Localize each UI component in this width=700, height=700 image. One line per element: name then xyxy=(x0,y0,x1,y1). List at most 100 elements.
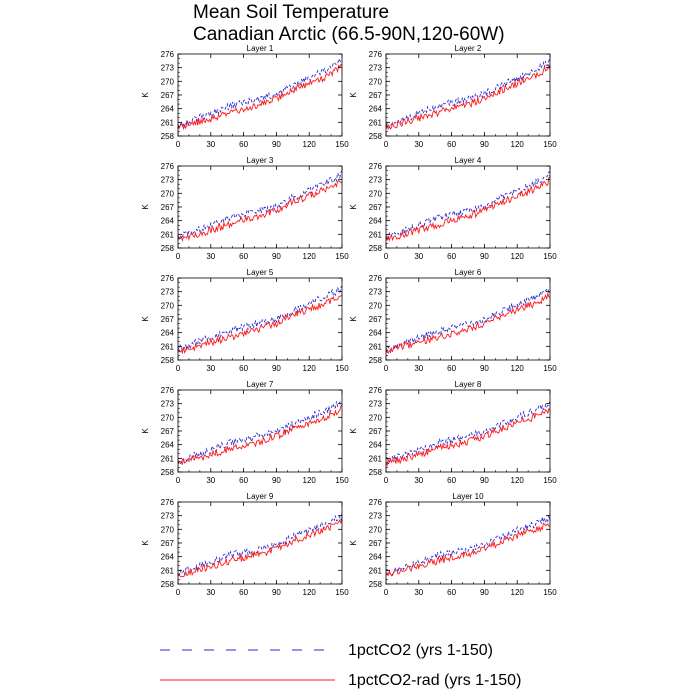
x-tick-label: 120 xyxy=(511,588,525,597)
series-line-1pctco2-rad xyxy=(177,519,343,578)
x-tick-label: 30 xyxy=(414,140,423,149)
y-tick-label: 273 xyxy=(161,288,175,297)
panel-title: Layer 6 xyxy=(455,268,482,277)
y-tick-label: 267 xyxy=(161,315,175,324)
x-tick-label: 30 xyxy=(206,252,215,261)
x-tick-label: 60 xyxy=(447,140,456,149)
legend-label-1pctco2-rad: 1pctCO2-rad (yrs 1-150) xyxy=(348,672,521,689)
x-tick-label: 60 xyxy=(447,476,456,485)
y-tick-label: 261 xyxy=(369,454,383,463)
y-tick-label: 267 xyxy=(369,539,383,548)
y-axis-label: K xyxy=(349,316,358,322)
y-tick-label: 267 xyxy=(161,427,175,436)
series-line-1pctco2-rad xyxy=(385,291,551,354)
x-tick-label: 120 xyxy=(511,476,525,485)
y-tick-label: 258 xyxy=(369,132,383,141)
y-tick-label: 270 xyxy=(161,301,175,310)
x-tick-label: 0 xyxy=(384,364,389,373)
panel-10: Layer 10 K 0 30 60 90 120 150 258 261 264 267 270 273… xyxy=(349,492,557,597)
y-tick-label: 261 xyxy=(161,118,175,127)
x-tick-label: 90 xyxy=(272,476,281,485)
x-tick-label: 150 xyxy=(335,252,349,261)
y-tick-label: 273 xyxy=(369,512,383,521)
y-tick-label: 276 xyxy=(161,50,175,59)
y-tick-label: 261 xyxy=(369,566,383,575)
y-tick-label: 261 xyxy=(369,342,383,351)
plot-frame xyxy=(385,277,551,361)
x-tick-label: 90 xyxy=(272,588,281,597)
y-tick-label: 276 xyxy=(161,386,175,395)
y-tick-label: 264 xyxy=(369,105,383,114)
y-tick-label: 267 xyxy=(161,539,175,548)
x-tick-label: 90 xyxy=(480,476,489,485)
series-line-1pctco2-rad xyxy=(385,176,551,242)
x-tick-label: 30 xyxy=(414,252,423,261)
y-tick-label: 258 xyxy=(369,580,383,589)
x-tick-label: 90 xyxy=(480,588,489,597)
panel-title: Layer 8 xyxy=(455,380,482,389)
y-tick-label: 258 xyxy=(161,580,175,589)
y-tick-label: 270 xyxy=(369,301,383,310)
x-tick-label: 120 xyxy=(303,252,317,261)
series-line-1pctco2-rad xyxy=(177,63,343,131)
y-tick-label: 270 xyxy=(369,77,383,86)
panel-title: Layer 9 xyxy=(247,492,274,501)
y-axis-label: K xyxy=(141,316,150,322)
plot-frame xyxy=(385,389,551,473)
series-line-1pctco2-rad xyxy=(177,404,343,465)
legend-label-1pctco2: 1pctCO2 (yrs 1-150) xyxy=(348,642,493,659)
x-tick-label: 30 xyxy=(414,476,423,485)
series-line-1pctco2-rad xyxy=(385,64,551,131)
x-tick-label: 30 xyxy=(206,476,215,485)
y-tick-label: 273 xyxy=(161,400,175,409)
panel-title: Layer 3 xyxy=(247,156,274,165)
panel-8: Layer 8 K 0 30 60 90 120 150 258 261 264 267 270 273 2… xyxy=(349,380,557,485)
panel-title: Layer 5 xyxy=(247,268,274,277)
x-tick-label: 120 xyxy=(303,588,317,597)
y-tick-label: 267 xyxy=(161,91,175,100)
x-tick-label: 60 xyxy=(239,252,248,261)
y-tick-label: 264 xyxy=(161,553,175,562)
x-tick-label: 150 xyxy=(543,140,557,149)
y-tick-label: 270 xyxy=(161,189,175,198)
y-tick-label: 270 xyxy=(161,413,175,422)
x-tick-label: 150 xyxy=(543,476,557,485)
x-tick-label: 150 xyxy=(335,364,349,373)
x-tick-label: 60 xyxy=(239,588,248,597)
y-tick-label: 258 xyxy=(369,244,383,253)
plot-frame xyxy=(177,277,343,361)
panel-title: Layer 1 xyxy=(247,44,274,53)
x-tick-label: 150 xyxy=(543,252,557,261)
y-tick-label: 258 xyxy=(161,356,175,365)
y-tick-label: 258 xyxy=(161,468,175,477)
series-line-1pctco2 xyxy=(385,401,551,465)
x-tick-label: 0 xyxy=(384,476,389,485)
y-tick-label: 258 xyxy=(161,132,175,141)
y-axis-label: K xyxy=(141,540,150,546)
panel-title: Layer 2 xyxy=(455,44,482,53)
y-tick-label: 276 xyxy=(369,162,383,171)
series-line-1pctco2-rad xyxy=(177,180,343,243)
x-tick-label: 60 xyxy=(239,140,248,149)
y-tick-label: 273 xyxy=(369,176,383,185)
x-tick-label: 120 xyxy=(303,140,317,149)
series-line-1pctco2 xyxy=(177,57,343,129)
x-tick-label: 90 xyxy=(480,364,489,373)
series-line-1pctco2-rad xyxy=(385,407,551,468)
x-tick-label: 120 xyxy=(511,140,525,149)
y-tick-label: 261 xyxy=(161,454,175,463)
x-tick-label: 150 xyxy=(543,588,557,597)
series-line-1pctco2 xyxy=(385,171,551,241)
x-tick-label: 0 xyxy=(176,140,181,149)
x-tick-label: 120 xyxy=(303,476,317,485)
x-tick-label: 90 xyxy=(272,140,281,149)
x-tick-label: 0 xyxy=(176,476,181,485)
series-line-1pctco2 xyxy=(385,514,551,576)
x-tick-label: 30 xyxy=(414,588,423,597)
x-tick-label: 120 xyxy=(511,252,525,261)
y-axis-label: K xyxy=(141,92,150,98)
y-tick-label: 276 xyxy=(369,498,383,507)
y-axis-label: K xyxy=(141,428,150,434)
panel-3: Layer 3 K 0 30 60 90 120 150 258 261 264 267 270 273 2… xyxy=(141,156,349,261)
x-tick-label: 30 xyxy=(206,140,215,149)
